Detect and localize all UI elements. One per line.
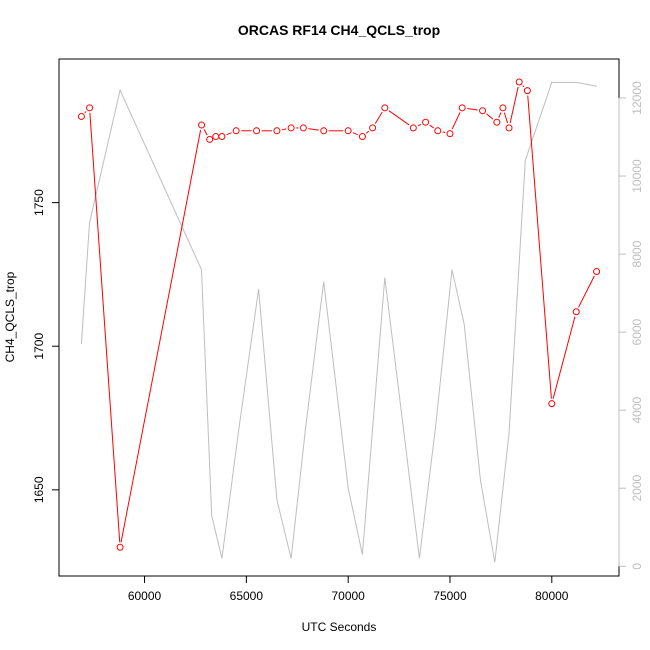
ch4-series-segment: [503, 112, 509, 124]
ch4-data-point: [458, 104, 466, 112]
ch4-series-segment: [226, 132, 232, 136]
ch4-data-point: [198, 121, 206, 129]
ch4-data-point: [499, 104, 507, 112]
y-axis-label: CH4_QCLS_trop: [3, 271, 17, 362]
ch4-series-segment: [498, 112, 502, 118]
ch4-series-segment: [308, 128, 319, 131]
ch4-data-point: [358, 133, 366, 141]
ch4-data-point: [548, 400, 556, 408]
ch4-data-point: [505, 124, 513, 132]
y-axis-right: 0 2000 4000 6000 8000 10000 12000: [618, 81, 644, 570]
x-tick-label: 70000: [331, 589, 365, 603]
altitude-series-line: [80, 81, 597, 563]
x-axis: 60000 65000 70000 75000 80000: [128, 575, 569, 603]
y2-tick-label: 10000: [630, 159, 644, 193]
ch4-series-segment: [486, 113, 494, 120]
ch4-data-point: [434, 127, 442, 135]
ch4-data-point: [369, 124, 377, 132]
y-axis-left: 1650 1700 1750: [32, 189, 60, 503]
ch4-data-point: [287, 124, 295, 132]
ch4-series-segment: [527, 95, 552, 399]
ch4-data-point: [572, 308, 580, 316]
ch4-data-point: [344, 127, 352, 135]
ch4-series-segment: [281, 128, 287, 131]
x-tick-label: 60000: [128, 589, 162, 603]
y-tick-label: 1650: [32, 476, 46, 503]
ch4-data-point: [422, 118, 430, 126]
ch4-data-point: [320, 127, 328, 135]
ch4-series-segment: [442, 131, 446, 134]
ch4-data-point: [253, 127, 261, 135]
ch4-series-segment: [388, 110, 410, 126]
ch4-data-point: [218, 133, 226, 141]
ch4-series-segment: [451, 112, 461, 130]
ch4-series-segment: [89, 112, 121, 543]
ch4-series-segment: [417, 123, 422, 127]
x-axis-label: UTC Seconds: [302, 620, 377, 634]
x-tick-label: 65000: [230, 589, 264, 603]
x-tick-label: 75000: [433, 589, 467, 603]
ch4-data-point: [77, 112, 85, 120]
ch4-series-segment: [120, 129, 202, 543]
series-layer: [77, 78, 601, 563]
ch4-series-segment: [203, 129, 208, 136]
y-tick-label: 1700: [32, 333, 46, 360]
ch4-data-point: [446, 130, 454, 138]
ch4-series-segment: [467, 108, 478, 111]
ch4-series-segment: [365, 130, 370, 134]
ch4-data-point: [299, 124, 307, 132]
y2-tick-label: 0: [630, 563, 644, 570]
ch4-data-point: [212, 133, 220, 141]
ch4-data-point: [515, 78, 523, 86]
ch4-data-point: [232, 127, 240, 135]
ch4-series-segment: [552, 316, 576, 399]
ch4-data-point: [206, 135, 214, 143]
ch4-data-point: [86, 104, 94, 112]
chart-title: ORCAS RF14 CH4_QCLS_trop: [238, 22, 440, 38]
ch4-data-point: [593, 268, 601, 276]
ch4-data-point: [273, 127, 281, 135]
ch4-series-segment: [429, 124, 434, 129]
ch4-data-point: [116, 543, 124, 551]
ch4-series-segment: [578, 275, 595, 308]
ch4-data-point: [523, 87, 531, 95]
plot-area: [58, 58, 620, 577]
y2-tick-label: 12000: [630, 81, 644, 115]
y-tick-label: 1750: [32, 189, 46, 216]
y2-tick-label: 2000: [630, 475, 644, 502]
ch4-series-segment: [509, 86, 519, 124]
ch4-data-point: [381, 104, 389, 112]
ch4-series-segment: [84, 111, 87, 114]
ch4-series-segment: [352, 132, 358, 136]
ch4-data-point: [409, 124, 417, 132]
ch4-data-point: [493, 118, 501, 126]
y2-tick-label: 4000: [630, 396, 644, 423]
ch4-data-point: [479, 107, 487, 115]
y2-tick-label: 6000: [630, 318, 644, 345]
x-tick-label: 80000: [535, 589, 569, 603]
ch4-series-segment: [522, 85, 525, 88]
y2-tick-label: 8000: [630, 240, 644, 267]
ch4-series-segment: [374, 111, 383, 124]
